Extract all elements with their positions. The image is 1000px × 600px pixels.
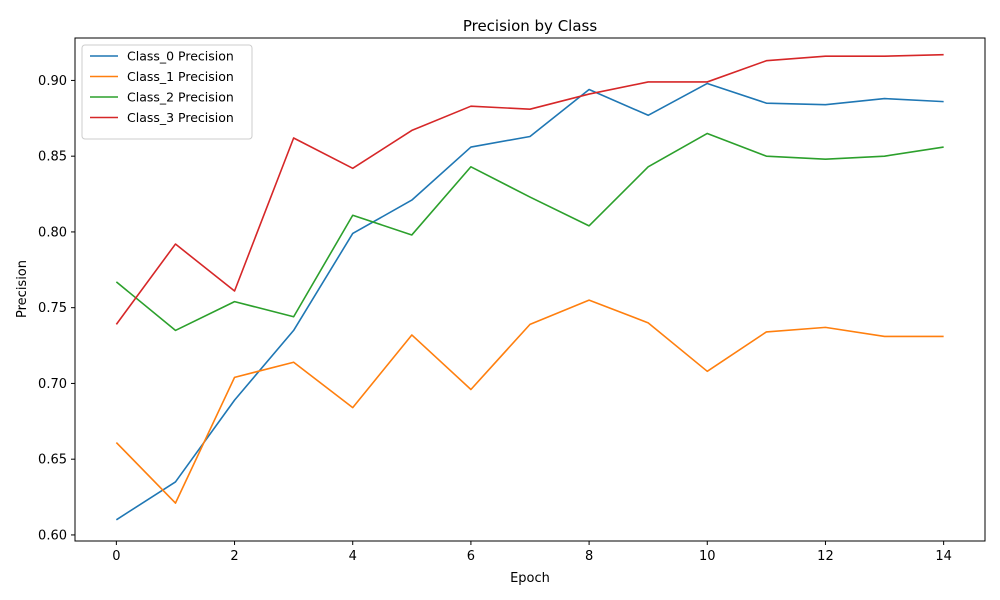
legend: Class_0 Precision Class_1 Precision Class_… [81, 44, 253, 140]
y-axis: 0.60 0.65 0.70 0.75 0.80 0.85 0.90 [38, 74, 75, 543]
y-tick-label: 0.60 [38, 528, 67, 543]
plot-lines [115, 53, 944, 521]
y-tick-label: 0.85 [38, 150, 67, 165]
x-tick-label: 4 [349, 549, 357, 564]
legend-label-1: Class_1 Precision [127, 69, 234, 84]
legend-label-0: Class_0 Precision [127, 49, 234, 64]
series-line-1 [115, 299, 944, 504]
y-tick-label: 0.90 [38, 74, 67, 89]
series-line-0 [115, 82, 944, 521]
legend-label-3: Class_3 Precision [127, 110, 234, 125]
legend-box [81, 44, 253, 140]
x-tick-label: 12 [817, 549, 834, 564]
legend-label-2: Class_2 Precision [127, 90, 234, 105]
series-line-2 [115, 132, 944, 332]
series-line-3 [115, 53, 944, 325]
y-tick-label: 0.70 [38, 377, 67, 392]
x-tick-label: 2 [230, 549, 238, 564]
x-tick-label: 0 [112, 549, 120, 564]
x-tick-label: 14 [935, 549, 952, 564]
x-tick-label: 8 [585, 549, 593, 564]
x-tick-label: 10 [699, 549, 716, 564]
x-axis-label: Epoch [510, 571, 550, 586]
y-tick-label: 0.75 [38, 301, 67, 316]
y-tick-label: 0.65 [38, 453, 67, 468]
y-axis-label: Precision [15, 260, 30, 318]
x-axis: 0 2 4 6 8 10 12 14 [112, 541, 952, 564]
plot-frame [74, 37, 986, 542]
y-tick-label: 0.80 [38, 225, 67, 240]
chart-title: Precision by Class [463, 17, 598, 35]
x-tick-label: 6 [467, 549, 475, 564]
